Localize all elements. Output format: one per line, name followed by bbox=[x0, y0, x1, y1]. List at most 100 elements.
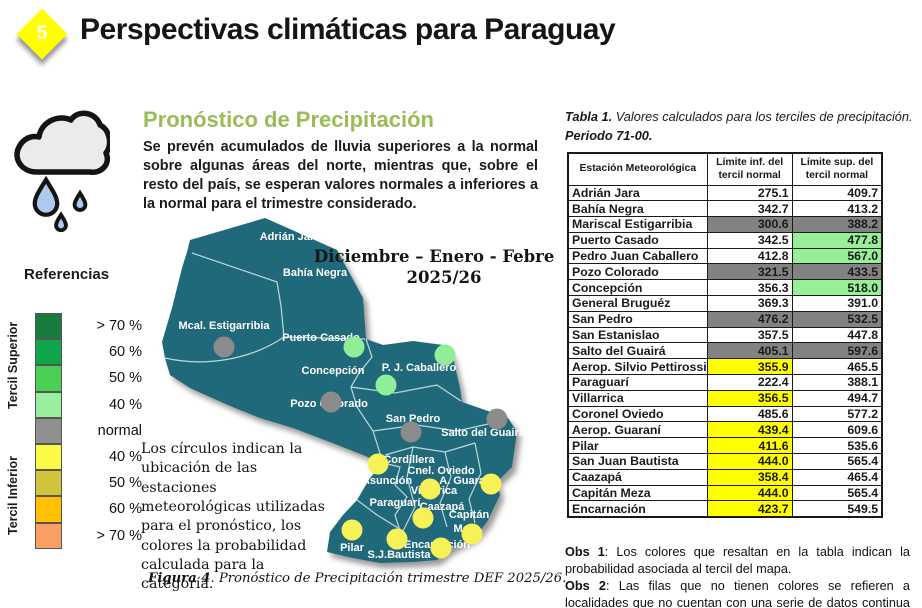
legend-swatch bbox=[35, 339, 62, 366]
station-name-cell: Aerop. Guaraní bbox=[567, 421, 708, 439]
legend-swatch bbox=[35, 522, 62, 549]
map-station-label: San Pedro bbox=[386, 413, 441, 425]
limite-inf-cell: 321.5 bbox=[706, 263, 793, 281]
limite-sup-cell: 518.0 bbox=[791, 279, 883, 297]
obs-note-number: Obs 2 bbox=[565, 578, 606, 593]
legend-swatch bbox=[35, 443, 62, 471]
table-title-number: Tabla 1. bbox=[565, 109, 613, 124]
limite-sup-cell: 549.5 bbox=[791, 500, 883, 518]
legend-label: 40 % bbox=[108, 449, 142, 466]
station-name-cell: Aerop. Silvio Pettirossi bbox=[567, 358, 708, 376]
limite-sup-cell: 565.4 bbox=[791, 484, 883, 502]
station-marker bbox=[341, 519, 363, 541]
legend-item: 40 % bbox=[35, 391, 142, 418]
rain-cloud-icon bbox=[8, 94, 113, 241]
table-row: Adrián Jara 275.1 409.7 bbox=[567, 184, 883, 202]
table-row: Aerop. Silvio Pettirossi 355.9 465.5 bbox=[567, 358, 883, 376]
limite-inf-cell: 355.9 bbox=[706, 358, 793, 376]
legend-item: > 70 % bbox=[35, 522, 142, 549]
legend-label: > 70 % bbox=[96, 318, 142, 335]
station-name-cell: Pozo Colorado bbox=[567, 263, 708, 281]
table-row: Puerto Casado 342.5 477.8 bbox=[567, 231, 883, 249]
limite-inf-cell: 356.5 bbox=[706, 389, 793, 407]
limite-inf-cell: 444.0 bbox=[706, 484, 793, 502]
station-marker bbox=[430, 537, 452, 559]
station-name-cell: Salto del Guairá bbox=[567, 342, 708, 360]
legend-swatch bbox=[35, 470, 62, 497]
limite-inf-cell: 300.6 bbox=[706, 216, 793, 233]
table-title-text: Valores calculados para los terciles de … bbox=[612, 109, 913, 124]
table-row: Pedro Juan Caballero 412.8 567.0 bbox=[567, 247, 883, 265]
station-name-cell: San Pedro bbox=[567, 310, 708, 328]
map-period-label: Diciembre – Enero - Febrero bbox=[314, 247, 555, 266]
legend-swatch bbox=[35, 313, 62, 340]
limite-inf-cell: 275.1 bbox=[706, 184, 793, 202]
table-header-limite-inf: Límite inf. del tercil normal bbox=[706, 152, 793, 186]
limite-sup-cell: 565.4 bbox=[791, 453, 883, 470]
limite-sup-cell: 409.7 bbox=[791, 184, 883, 202]
table-row: Encarnación 423.7 549.5 bbox=[567, 500, 883, 518]
station-marker bbox=[480, 473, 502, 495]
legend-item: 60 % bbox=[35, 339, 142, 366]
limite-inf-cell: 357.5 bbox=[706, 326, 793, 344]
station-marker bbox=[320, 391, 342, 413]
limite-inf-cell: 411.6 bbox=[706, 437, 793, 455]
legend-swatch bbox=[35, 365, 62, 392]
station-name-cell: Mariscal Estigarribia bbox=[567, 216, 708, 233]
legend-swatch bbox=[35, 496, 62, 523]
station-marker bbox=[367, 453, 389, 475]
probability-legend: > 70 % 60 % 50 % 40 % normal 40 % 50 % 60 % > 70… bbox=[35, 313, 142, 549]
station-name-cell: Coronel Oviedo bbox=[567, 405, 708, 423]
map-station-label: S.J.Bautista bbox=[368, 549, 432, 561]
map-station-label: Puerto Casado bbox=[282, 332, 360, 344]
map-station-label: Mcal. Estigarribia bbox=[178, 320, 270, 332]
limite-sup-cell: 413.2 bbox=[791, 200, 883, 218]
table-header-row: Estación Meteorológica Límite inf. del t… bbox=[567, 152, 883, 186]
legend-swatch bbox=[35, 391, 62, 418]
table-row: General Bruguéz 369.3 391.0 bbox=[567, 295, 883, 312]
forecast-heading: Pronóstico de Precipitación bbox=[143, 107, 434, 132]
limite-sup-cell: 494.7 bbox=[791, 389, 883, 407]
department-borders bbox=[164, 252, 498, 532]
terciles-table: Estación Meteorológica Límite inf. del t… bbox=[567, 152, 884, 518]
station-name-cell: Bahía Negra bbox=[567, 200, 708, 218]
table-row: San Juan Bautista 444.0 565.4 bbox=[567, 453, 883, 470]
limite-inf-cell: 342.7 bbox=[706, 200, 793, 218]
table-row: San Pedro 476.2 532.5 bbox=[567, 310, 883, 328]
map-station-label: Bahía Negra bbox=[283, 267, 348, 279]
station-name-cell: General Bruguéz bbox=[567, 295, 708, 312]
figure-caption-number: Figura 4 bbox=[148, 571, 211, 586]
station-name-cell: Pilar bbox=[567, 437, 708, 455]
table-row: San Estanislao 357.5 447.8 bbox=[567, 326, 883, 344]
station-name-cell: Caazapá bbox=[567, 468, 708, 486]
limite-sup-cell: 597.6 bbox=[791, 342, 883, 360]
references-title: Referencias bbox=[24, 266, 110, 283]
station-marker bbox=[434, 344, 456, 366]
station-name-cell: San Estanislao bbox=[567, 326, 708, 344]
table-row: Caazapá 358.4 465.4 bbox=[567, 468, 883, 486]
table-row: Mariscal Estigarribia 300.6 388.2 bbox=[567, 216, 883, 233]
station-name-cell: San Juan Bautista bbox=[567, 453, 708, 470]
map-note: Los círculos indican la ubicación de las… bbox=[141, 441, 325, 593]
legend-label: 60 % bbox=[108, 501, 142, 518]
station-marker bbox=[213, 336, 235, 358]
limite-inf-cell: 342.5 bbox=[706, 231, 793, 249]
legend-label: normal bbox=[97, 422, 142, 439]
limite-inf-cell: 444.0 bbox=[706, 453, 793, 470]
legend-label: > 70 % bbox=[96, 527, 142, 544]
table-row: Paraguarí 222.4 388.1 bbox=[567, 374, 883, 391]
station-name-cell: Puerto Casado bbox=[567, 231, 708, 249]
obs-note-2: Obs 2: Las filas que no tienen colores s… bbox=[565, 578, 910, 608]
legend-label: 50 % bbox=[108, 370, 142, 387]
limite-sup-cell: 465.4 bbox=[791, 468, 883, 486]
map-station-label: Cnel. Oviedo bbox=[407, 465, 475, 477]
limite-inf-cell: 412.8 bbox=[706, 247, 793, 265]
legend-label: 40 % bbox=[108, 396, 142, 413]
tercil-superior-label: Tercil Superior bbox=[6, 321, 20, 409]
station-marker bbox=[386, 528, 408, 550]
table-row: Coronel Oviedo 485.6 577.2 bbox=[567, 405, 883, 423]
limite-inf-cell: 423.7 bbox=[706, 500, 793, 518]
limite-inf-cell: 356.3 bbox=[706, 279, 793, 297]
station-marker bbox=[486, 408, 508, 430]
